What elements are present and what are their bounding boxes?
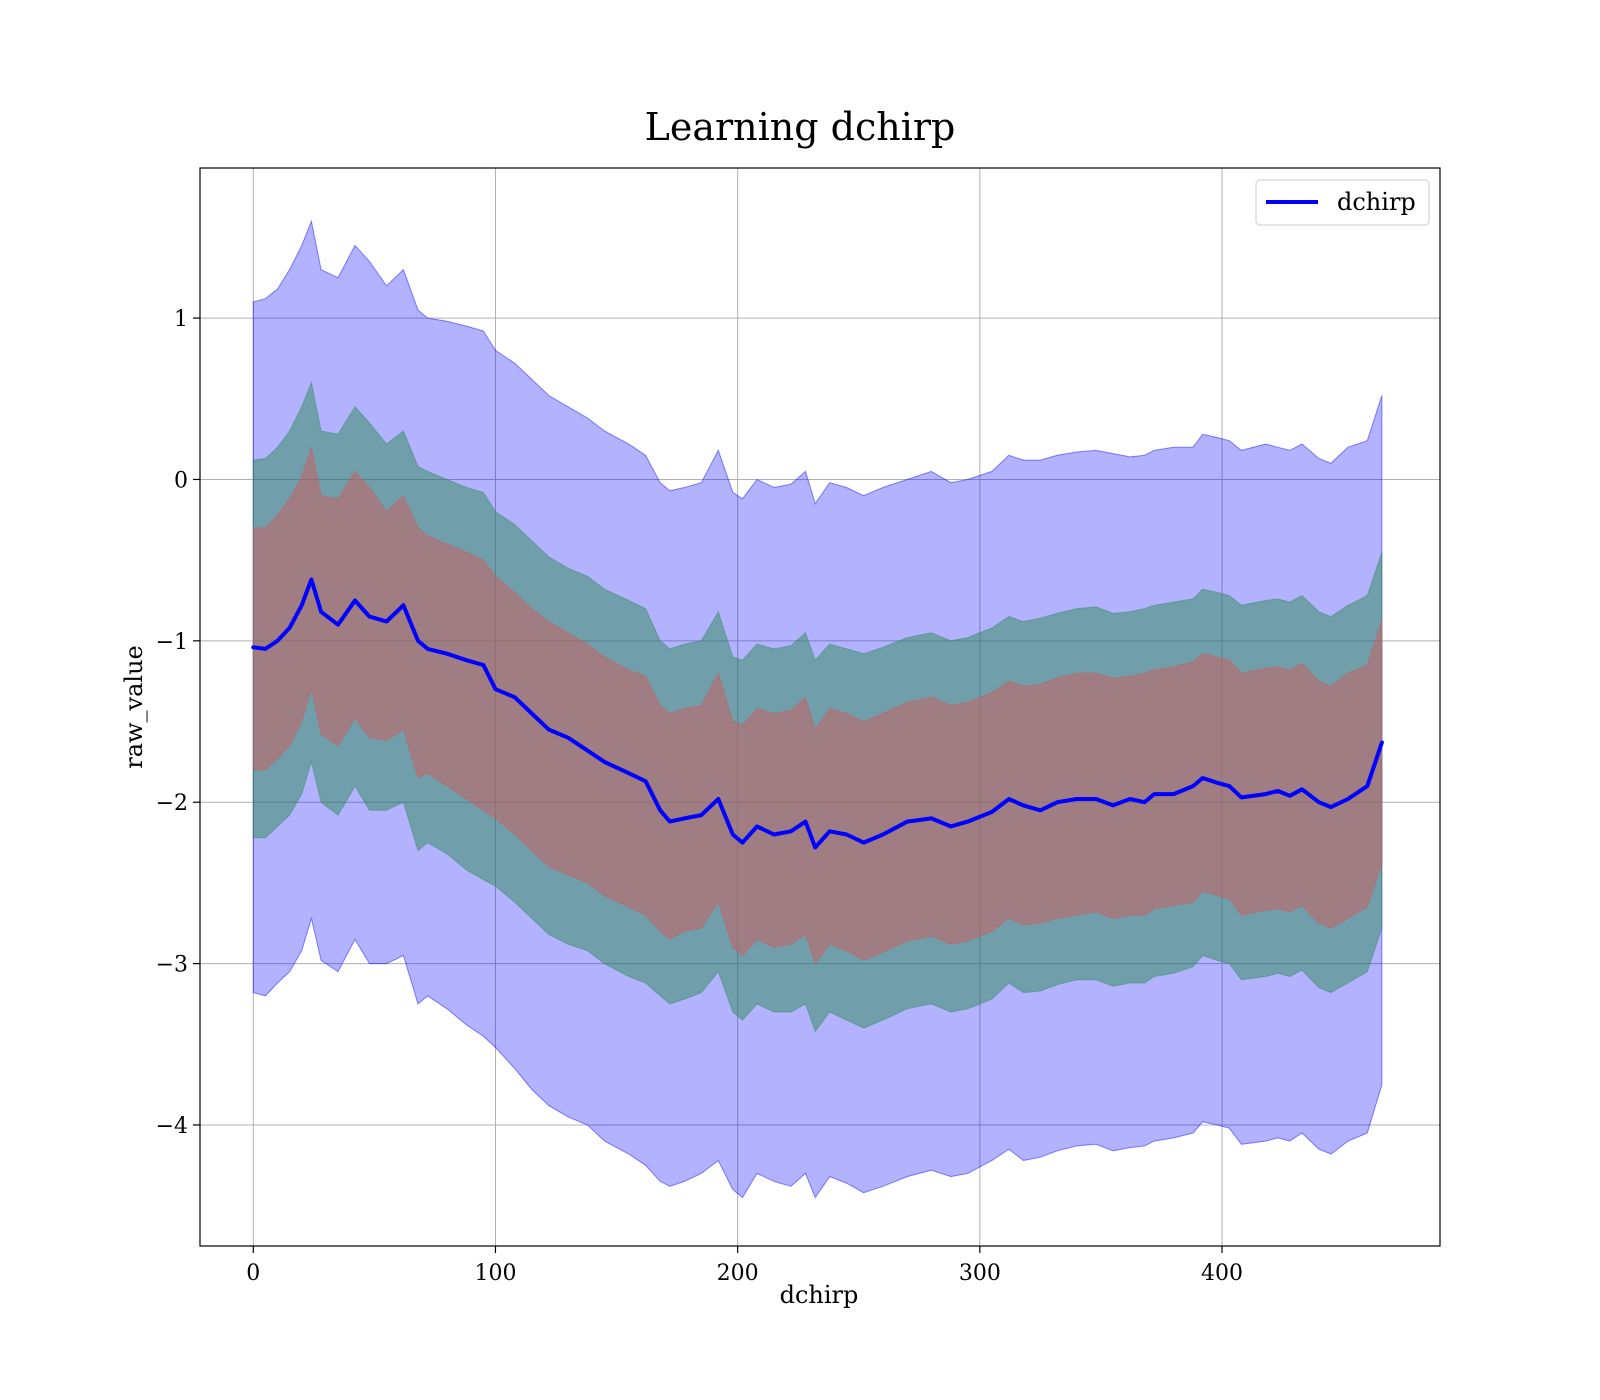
legend-box <box>1255 179 1430 226</box>
band-inner-fill <box>252 445 1383 965</box>
plot-frame <box>199 167 1441 1247</box>
y-tick-label: −4 <box>156 1114 188 1139</box>
legend-label: dchirp <box>1337 188 1416 216</box>
y-tick-label: −3 <box>156 953 188 978</box>
mean-line-layer <box>251 577 1384 850</box>
y-tick-label: −2 <box>156 791 188 816</box>
y-tick-label: 0 <box>174 468 188 493</box>
ticks: 0 100 200 300 400 1 0 −1 −2 −3 −4 <box>156 307 1243 1286</box>
x-tick-label: 400 <box>1201 1261 1243 1286</box>
chart-title: Learning dchirp <box>645 105 956 149</box>
x-tick-label: 300 <box>959 1261 1001 1286</box>
x-axis-label: dchirp <box>780 1281 859 1309</box>
bands <box>252 219 1383 1199</box>
y-tick-label: −1 <box>156 630 188 655</box>
x-tick-label: 100 <box>474 1261 516 1286</box>
x-tick-label: 0 <box>246 1261 260 1286</box>
legend: dchirp <box>1255 179 1430 226</box>
series-line-dchirp <box>251 577 1384 850</box>
y-tick-label: 1 <box>174 307 188 332</box>
x-tick-label: 200 <box>717 1261 759 1286</box>
y-axis-label: raw_value <box>120 645 148 769</box>
